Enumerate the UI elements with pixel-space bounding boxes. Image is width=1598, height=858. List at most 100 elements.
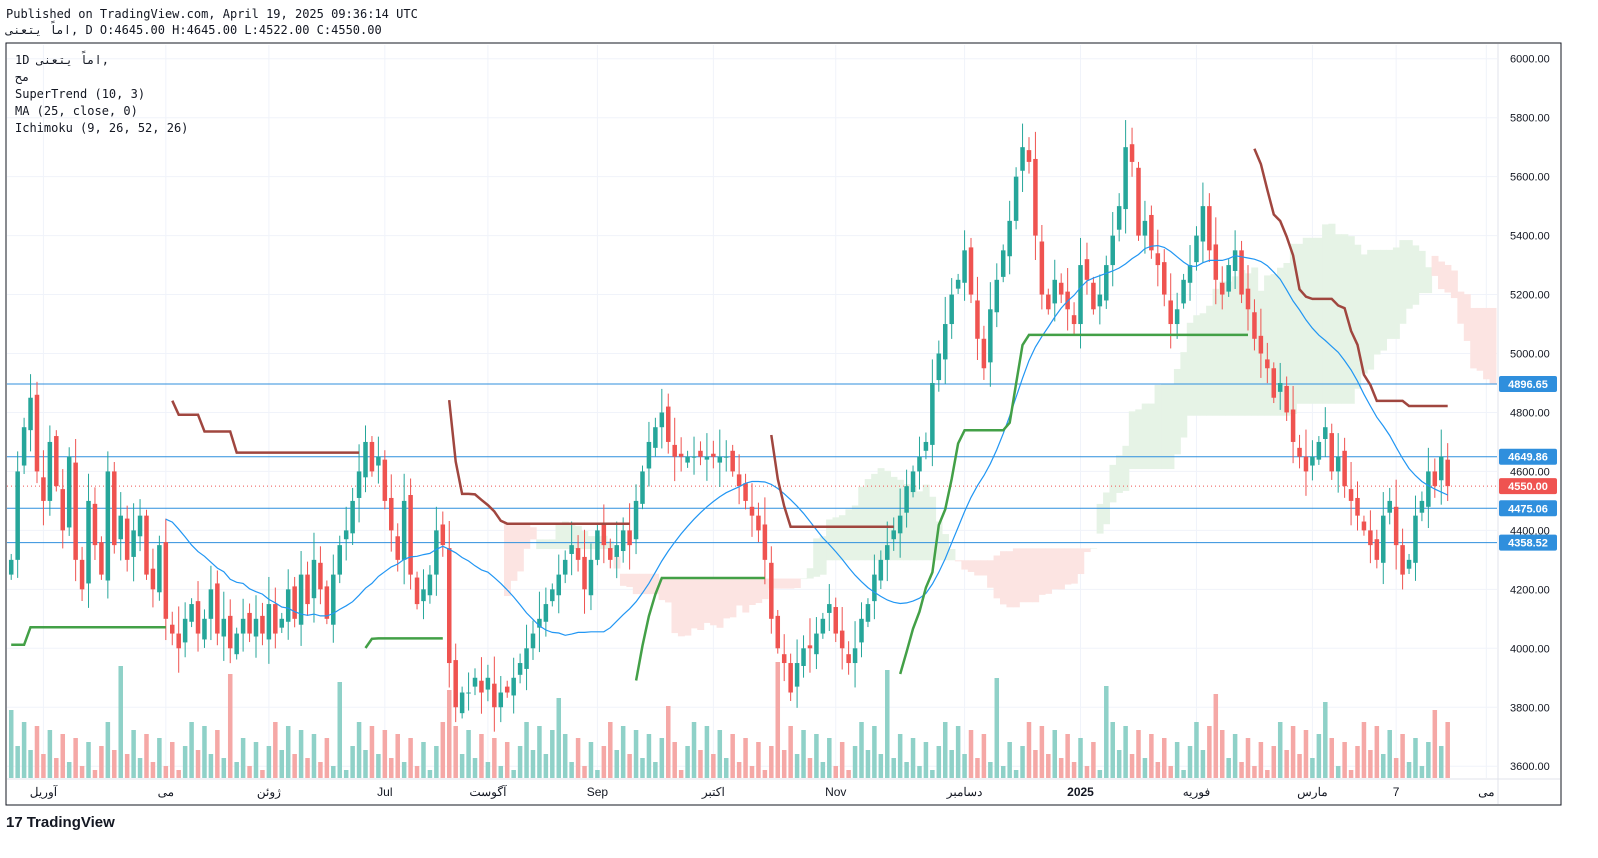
candle-body bbox=[717, 456, 723, 463]
cloud-segment bbox=[632, 573, 640, 595]
cloud-segment bbox=[1334, 234, 1342, 404]
cloud-segment bbox=[1219, 281, 1226, 416]
volume-bar bbox=[34, 726, 40, 778]
candle-body bbox=[466, 692, 471, 694]
time-tick-label: 2025 bbox=[1067, 785, 1094, 799]
cloud-segment bbox=[1238, 270, 1246, 416]
cloud-segment bbox=[1077, 548, 1085, 575]
volume-bar bbox=[691, 722, 697, 778]
volume-bar bbox=[1303, 730, 1309, 778]
time-tick-label: می bbox=[1478, 785, 1494, 799]
volume-bar bbox=[595, 770, 600, 778]
cloud-segment bbox=[1070, 548, 1078, 584]
candle-body bbox=[202, 618, 207, 640]
candle-body bbox=[711, 453, 716, 457]
price-tick-label: 4200.00 bbox=[1510, 584, 1550, 596]
volume-bar bbox=[1226, 758, 1231, 778]
time-tick-label: فوریه bbox=[1183, 785, 1211, 799]
time-tick-label: آگوست bbox=[469, 784, 507, 799]
volume-bar bbox=[86, 742, 91, 778]
volume-bar bbox=[659, 738, 665, 778]
level-price-label: 4358.52 bbox=[1508, 538, 1548, 550]
cloud-segment bbox=[967, 560, 975, 572]
candle-body bbox=[988, 309, 993, 363]
volume-bar bbox=[775, 662, 781, 778]
candle-body bbox=[1104, 265, 1109, 301]
candle-body bbox=[1419, 500, 1425, 513]
cloud-segment bbox=[555, 524, 563, 550]
candle-body bbox=[137, 515, 143, 537]
legend-ichimoku[interactable]: Ichimoku (9, 26, 52, 26) bbox=[15, 121, 189, 135]
cloud-segment bbox=[961, 560, 969, 570]
volume-bar bbox=[1026, 722, 1032, 778]
cloud-segment bbox=[1141, 403, 1149, 470]
cloud-segment bbox=[1489, 307, 1497, 385]
candle-body bbox=[601, 524, 607, 546]
price-badges: 4896.65 4649.86 4475.06 4358.52 4550.00 bbox=[1499, 375, 1557, 551]
volume-bar bbox=[311, 734, 317, 778]
volume-bar bbox=[1065, 734, 1070, 778]
candle-body bbox=[273, 604, 278, 634]
candle-body bbox=[530, 633, 536, 649]
cloud-segment bbox=[523, 523, 531, 549]
volume-bar bbox=[1271, 746, 1277, 778]
volume-bar bbox=[150, 762, 156, 778]
cloud-segment bbox=[1412, 245, 1420, 305]
volume-bar bbox=[917, 766, 922, 778]
level-price-badge bbox=[1499, 534, 1557, 551]
candle-body bbox=[1194, 235, 1199, 263]
legend-supertrend[interactable]: SuperTrend (10, 3) bbox=[15, 87, 146, 101]
candle-body bbox=[1200, 206, 1206, 242]
candle-body bbox=[962, 250, 967, 283]
cloud-segment bbox=[710, 578, 718, 626]
volume-bar bbox=[1104, 686, 1109, 778]
volume-bar bbox=[1413, 738, 1418, 778]
cloud-segment bbox=[1115, 455, 1123, 493]
volume-bar bbox=[1213, 694, 1219, 778]
cloud-segment bbox=[948, 548, 956, 561]
candle-body bbox=[1207, 206, 1212, 251]
cloud-segment bbox=[1199, 313, 1207, 416]
candle-body bbox=[227, 615, 233, 649]
legend-ma[interactable]: MA (25, close, 0) bbox=[15, 104, 138, 118]
cloud-segment bbox=[1173, 368, 1181, 455]
volume-bar bbox=[504, 742, 510, 778]
candle-body bbox=[376, 456, 381, 466]
candle-body bbox=[1168, 300, 1173, 325]
volume-bar bbox=[498, 766, 504, 778]
cloud-segment bbox=[909, 485, 917, 561]
volume-bar bbox=[608, 722, 613, 778]
volume-bar bbox=[1071, 762, 1077, 778]
candle-body bbox=[73, 462, 78, 560]
candle-body bbox=[408, 495, 413, 575]
candle-body bbox=[1026, 150, 1032, 162]
candle-body bbox=[994, 279, 1000, 313]
volume-bar bbox=[1187, 746, 1193, 778]
volume-bar bbox=[962, 754, 967, 778]
cloud-segment bbox=[1386, 249, 1394, 339]
cloud-segment bbox=[1470, 307, 1478, 369]
supertrend-line bbox=[634, 576, 765, 681]
tradingview-logo[interactable]: 17 TradingView bbox=[6, 814, 115, 831]
candle-body bbox=[324, 586, 330, 619]
cloud-segment bbox=[787, 578, 795, 589]
volume-bar bbox=[762, 770, 768, 778]
cloud-segment bbox=[1064, 548, 1072, 585]
volume-bar bbox=[427, 770, 433, 778]
candle-body bbox=[569, 545, 574, 554]
cloud-segment bbox=[858, 486, 866, 561]
volume-bar bbox=[942, 722, 948, 778]
time-tick-label: Jul bbox=[377, 785, 392, 799]
volume-bar bbox=[227, 674, 233, 778]
candle-body bbox=[1303, 456, 1309, 472]
last-price-label: 4550.00 bbox=[1508, 481, 1548, 493]
candle-body bbox=[492, 683, 497, 708]
candle-body bbox=[34, 394, 40, 472]
candle-body bbox=[904, 486, 909, 513]
volume-bar bbox=[285, 726, 291, 778]
volume-bar bbox=[936, 746, 942, 778]
volume-bar bbox=[15, 746, 20, 778]
cloud-segment bbox=[1360, 254, 1368, 374]
volume-bar bbox=[1393, 758, 1399, 778]
